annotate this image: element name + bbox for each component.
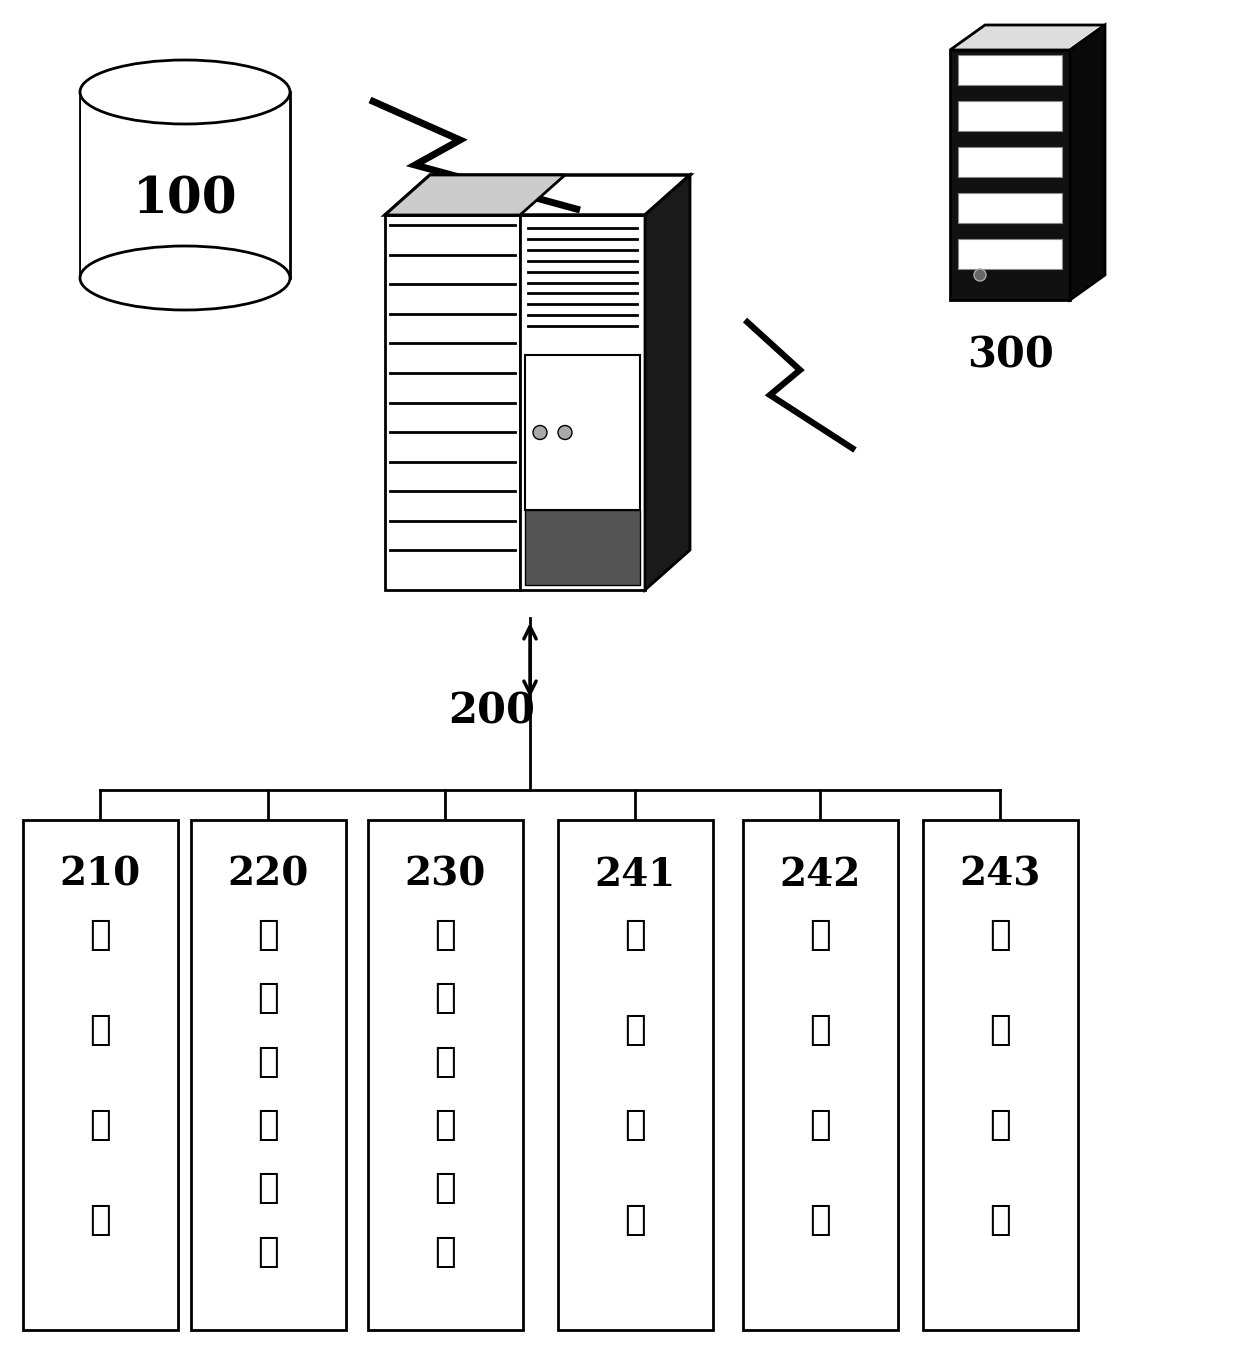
Text: 入: 入 <box>434 1108 456 1142</box>
Text: 装: 装 <box>990 1108 1011 1142</box>
Text: 切: 切 <box>990 918 1011 952</box>
Text: 置: 置 <box>434 1234 456 1268</box>
Polygon shape <box>950 24 1105 50</box>
Bar <box>191 820 346 1329</box>
Bar <box>558 820 713 1329</box>
Bar <box>525 354 640 511</box>
Text: 220: 220 <box>227 856 309 894</box>
Text: 装: 装 <box>434 1172 456 1206</box>
Text: 装: 装 <box>624 1108 646 1142</box>
Text: 识: 识 <box>434 982 456 1016</box>
Text: 打: 打 <box>89 918 110 952</box>
Text: 读: 读 <box>257 1044 279 1078</box>
Bar <box>81 92 289 278</box>
Circle shape <box>973 269 986 281</box>
Text: 设: 设 <box>810 1108 831 1142</box>
Bar <box>959 193 1061 223</box>
Bar <box>923 820 1078 1329</box>
Text: 置: 置 <box>89 1203 110 1237</box>
Text: 置: 置 <box>990 1203 1011 1237</box>
Ellipse shape <box>81 246 290 310</box>
Ellipse shape <box>81 60 290 124</box>
Bar <box>959 239 1061 269</box>
Text: 242: 242 <box>779 856 861 894</box>
Text: 取: 取 <box>257 1108 279 1142</box>
Text: 装: 装 <box>257 1172 279 1206</box>
Polygon shape <box>384 175 565 215</box>
Text: 210: 210 <box>60 856 140 894</box>
Bar <box>525 220 640 345</box>
Bar <box>959 100 1061 130</box>
Text: 标: 标 <box>434 918 456 952</box>
Polygon shape <box>1070 24 1105 300</box>
Polygon shape <box>950 50 1070 300</box>
Text: 备: 备 <box>810 1203 831 1237</box>
Circle shape <box>558 425 572 440</box>
Polygon shape <box>384 215 520 589</box>
Text: 膜: 膜 <box>810 1013 831 1047</box>
Text: 装: 装 <box>89 1108 110 1142</box>
Bar <box>525 511 640 585</box>
Text: 230: 230 <box>404 856 486 894</box>
Text: 241: 241 <box>594 856 676 894</box>
Text: 标: 标 <box>257 918 279 952</box>
Text: 割: 割 <box>990 1013 1011 1047</box>
Bar <box>743 820 898 1329</box>
Text: 识: 识 <box>257 982 279 1016</box>
Text: 置: 置 <box>257 1234 279 1268</box>
Polygon shape <box>384 175 689 215</box>
Text: 200: 200 <box>449 691 536 733</box>
Polygon shape <box>520 215 645 589</box>
Circle shape <box>533 425 547 440</box>
Bar <box>959 56 1061 86</box>
Text: 膜: 膜 <box>624 1013 646 1047</box>
Bar <box>81 92 290 310</box>
Text: 写: 写 <box>434 1044 456 1078</box>
Text: 300: 300 <box>966 334 1054 376</box>
Text: 压: 压 <box>810 918 831 952</box>
Bar <box>22 820 177 1329</box>
Text: 置: 置 <box>624 1203 646 1237</box>
Text: 100: 100 <box>133 175 237 224</box>
Text: 备: 备 <box>624 918 646 952</box>
Text: 印: 印 <box>89 1013 110 1047</box>
Bar <box>367 820 522 1329</box>
Polygon shape <box>645 175 689 589</box>
Text: 243: 243 <box>960 856 1040 894</box>
Bar <box>959 147 1061 177</box>
